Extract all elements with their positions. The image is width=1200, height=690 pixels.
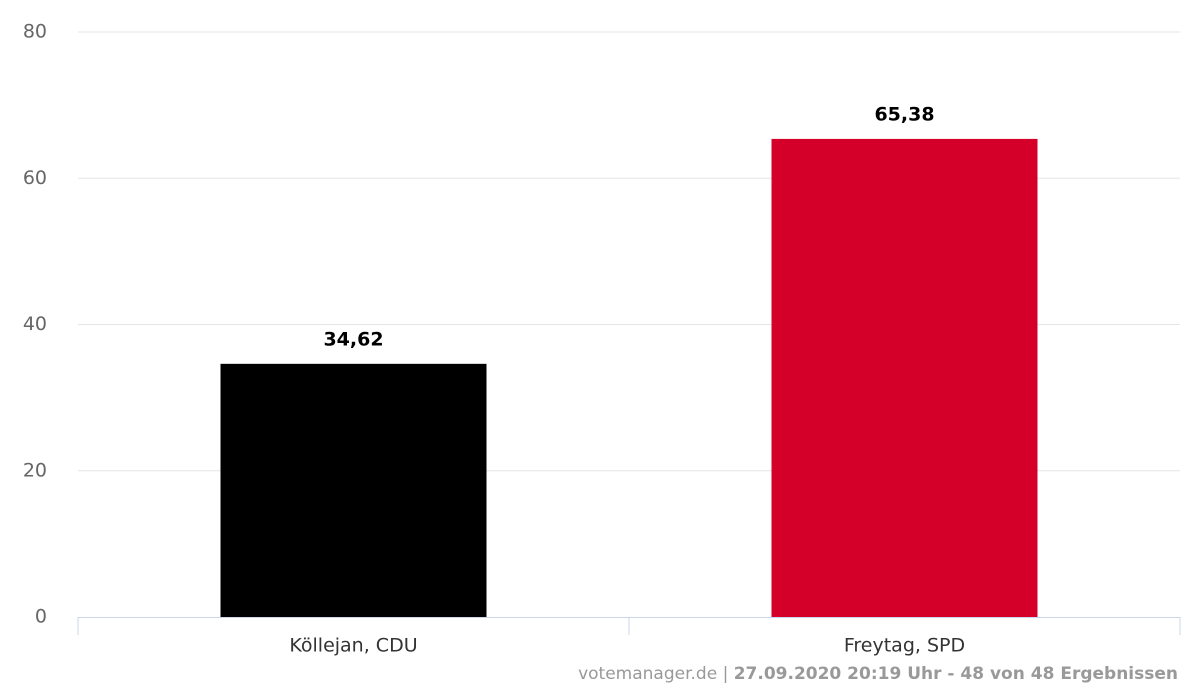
y-tick-label: 0: [35, 606, 47, 628]
y-tick-label: 40: [23, 313, 47, 335]
y-tick-label: 60: [23, 167, 47, 189]
bar: [771, 138, 1038, 617]
x-tick-label: Köllejan, CDU: [289, 635, 417, 657]
value-label: 34,62: [323, 328, 383, 350]
y-tick-label: 80: [23, 21, 47, 43]
x-tick-label: Freytag, SPD: [844, 635, 965, 657]
value-label: 65,38: [874, 103, 934, 125]
credits: votemanager.de | 27.09.2020 20:19 Uhr - …: [578, 664, 1178, 684]
credits-source: votemanager.de |: [578, 664, 728, 684]
credits-info: 27.09.2020 20:19 Uhr - 48 von 48 Ergebni…: [734, 664, 1178, 684]
y-tick-label: 20: [23, 459, 47, 481]
bar: [220, 363, 487, 617]
